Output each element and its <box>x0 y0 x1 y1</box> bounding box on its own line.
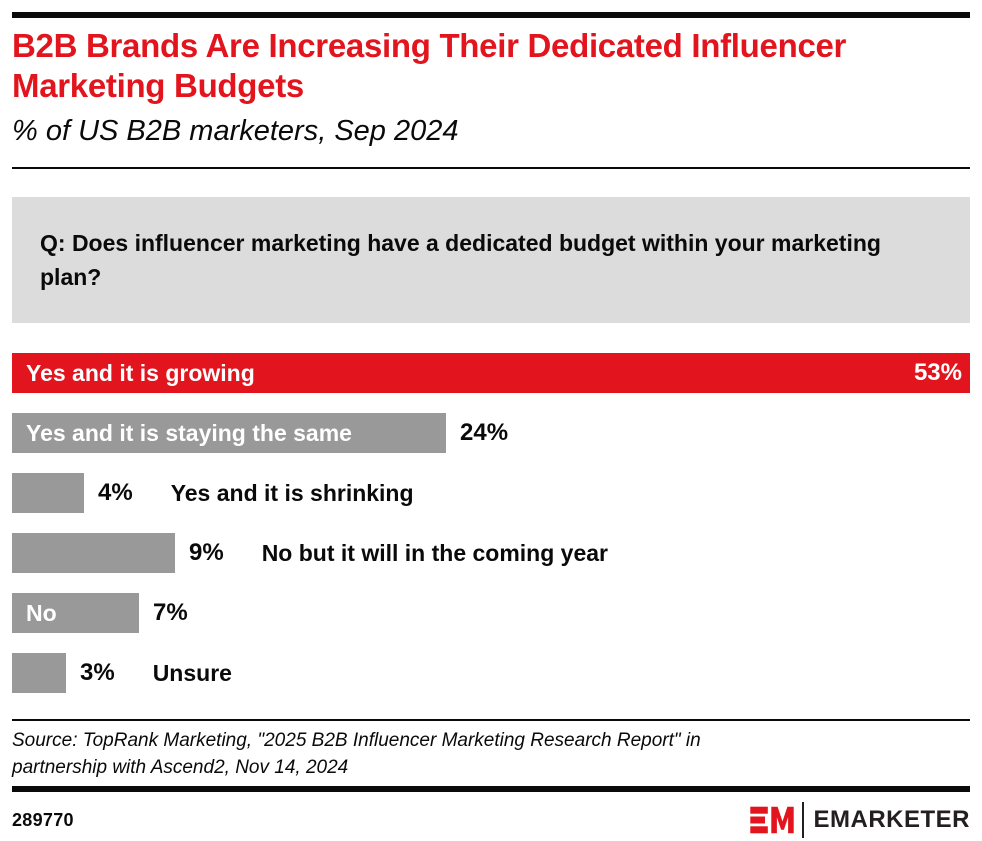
bar-row: Yes and it is growing 53% <box>12 353 970 393</box>
bar-row: 4% Yes and it is shrinking <box>12 473 970 513</box>
bar-5 <box>12 653 66 693</box>
bar-chart: Yes and it is growing 53% Yes and it is st… <box>12 353 970 693</box>
bar-value: 4% <box>98 479 133 506</box>
logo-divider <box>802 802 805 838</box>
bar-label: Yes and it is shrinking <box>170 479 414 506</box>
emarketer-logo: EMARKETER <box>750 802 970 838</box>
bar-value: 3% <box>80 659 115 686</box>
footer: 289770 EMARKETER <box>12 802 970 838</box>
bar-3 <box>12 533 175 573</box>
bar-label: Yes and it is growing <box>26 359 255 386</box>
chart-id: 289770 <box>12 809 74 830</box>
brand-wordmark: EMARKETER <box>813 806 970 833</box>
bar-1: Yes and it is staying the same <box>12 413 446 453</box>
bar-label: No <box>26 599 57 626</box>
bar-value: 53% <box>913 359 962 386</box>
survey-question-text: Q: Does influencer marketing have a dedi… <box>40 230 881 290</box>
bar-row: No 7% <box>12 593 970 633</box>
bar-row: Yes and it is staying the same 24% <box>12 413 970 453</box>
bar-value: 7% <box>153 599 188 626</box>
chart-subtitle: % of US B2B marketers, Sep 2024 <box>12 115 459 147</box>
bar-2 <box>12 473 84 513</box>
header-divider <box>12 167 970 169</box>
bar-label: Yes and it is staying the same <box>26 419 352 446</box>
bar-value: 24% <box>460 419 509 446</box>
top-rule <box>12 12 970 18</box>
footer-rule <box>12 786 970 792</box>
bar-label: No but it will in the coming year <box>261 539 608 566</box>
survey-question-box: Q: Does influencer marketing have a dedi… <box>12 197 970 323</box>
source-divider <box>12 719 970 721</box>
chart-title: B2B Brands Are Increasing Their Dedicate… <box>12 27 847 104</box>
bar-value: 9% <box>189 539 224 566</box>
bar-row: 9% No but it will in the coming year <box>12 533 970 573</box>
bar-label: Unsure <box>152 659 232 686</box>
source-note: Source: TopRank Marketing, "2025 B2B Inf… <box>12 730 701 778</box>
em-monogram-icon <box>750 806 795 834</box>
bar-0: Yes and it is growing 53% <box>12 353 970 393</box>
bar-4: No <box>12 593 139 633</box>
bar-row: 3% Unsure <box>12 653 970 693</box>
